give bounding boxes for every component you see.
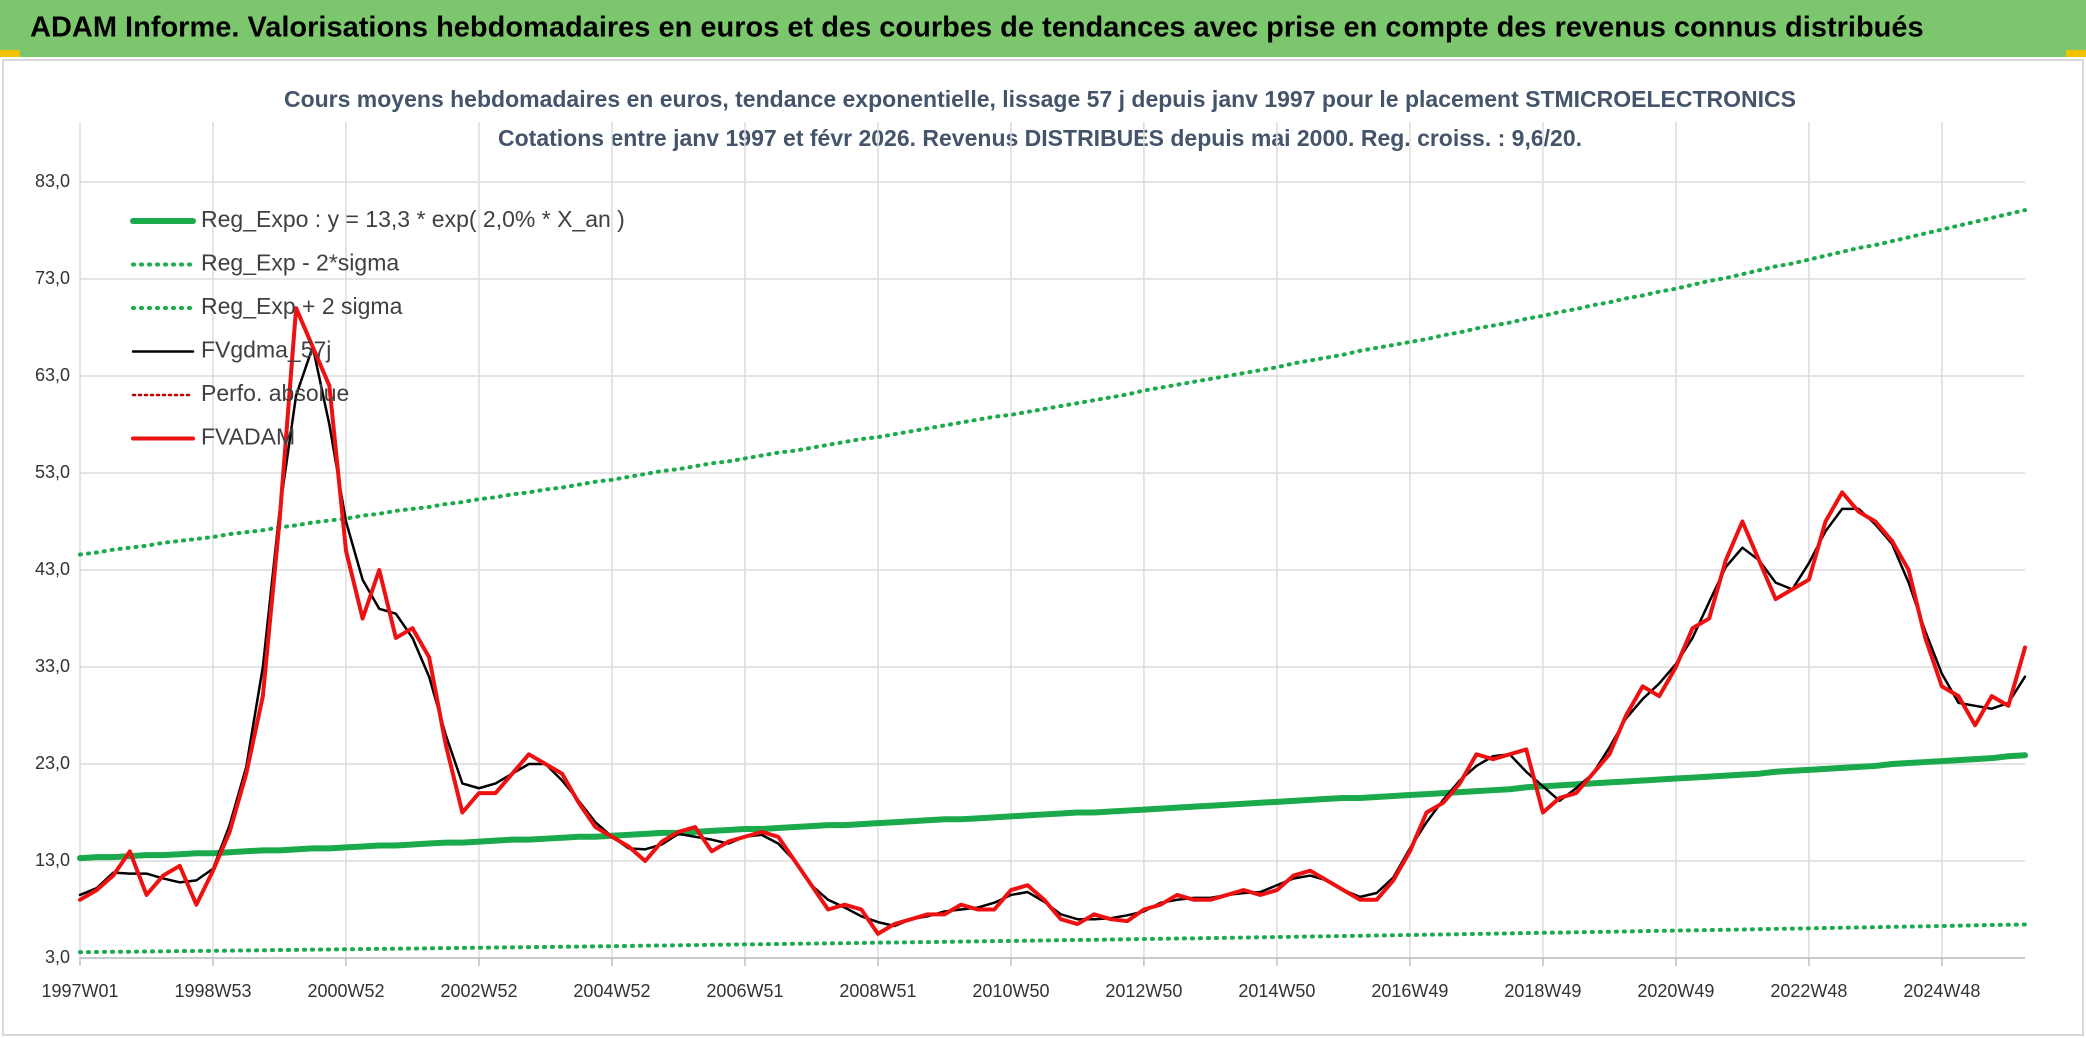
y-tick-label: 63,0 — [35, 365, 70, 385]
y-tick-label: 83,0 — [35, 171, 70, 191]
plot-area — [77, 208, 2028, 955]
y-tick-label: 23,0 — [35, 753, 70, 773]
legend-label: Reg_Exp + 2 sigma — [201, 293, 403, 319]
x-tick-label: 2012W50 — [1105, 981, 1182, 1001]
x-tick-label: 2018W49 — [1504, 981, 1581, 1001]
chart-subtitle: Cotations entre janv 1997 et févr 2026. … — [498, 125, 1582, 151]
x-tick-label: 2000W52 — [307, 981, 384, 1001]
x-tick-label: 2024W48 — [1903, 981, 1980, 1001]
series-line — [77, 752, 2028, 862]
y-tick-label: 13,0 — [35, 850, 70, 870]
x-tick-label: 1998W53 — [174, 981, 251, 1001]
legend-label: FVADAM — [201, 424, 295, 450]
chart-title: ADAM Informe. Valorisations hebdomadaire… — [30, 12, 1924, 44]
y-tick-label: 33,0 — [35, 656, 70, 676]
legend: Reg_Expo : y = 13,3 * exp( 2,0% * X_an )… — [130, 206, 625, 450]
y-tick-label: 73,0 — [35, 268, 70, 288]
x-tick-label: 2014W50 — [1238, 981, 1315, 1001]
y-tick-label: 43,0 — [35, 559, 70, 579]
x-tick-label: 2008W51 — [839, 981, 916, 1001]
x-tick-label: 2020W49 — [1637, 981, 1714, 1001]
x-tick-label: 2022W48 — [1770, 981, 1847, 1001]
series-line — [78, 306, 2027, 936]
x-tick-label: 2016W49 — [1371, 981, 1448, 1001]
corner — [0, 50, 20, 57]
y-tick-label: 3,0 — [45, 947, 70, 967]
legend-label: Perfo. absolue — [201, 380, 349, 406]
legend-label: FVgdma_57j — [201, 337, 331, 363]
x-tick-label: 2002W52 — [440, 981, 517, 1001]
chart-subtitle: Cours moyens hebdomadaires en euros, ten… — [284, 86, 1796, 112]
x-tick-label: 1997W01 — [41, 981, 118, 1001]
y-tick-label: 53,0 — [35, 462, 70, 482]
chart-frame — [2, 59, 2084, 1036]
legend-label: Reg_Expo : y = 13,3 * exp( 2,0% * X_an ) — [201, 206, 625, 232]
x-tick-label: 2004W52 — [573, 981, 650, 1001]
series-line — [78, 208, 2027, 557]
corner — [2066, 50, 2086, 57]
legend-label: Reg_Exp - 2*sigma — [201, 250, 399, 276]
x-tick-label: 2006W51 — [706, 981, 783, 1001]
header-bar — [0, 0, 2086, 57]
grid: 3,0 13,0 23,0 33,0 43,0 53,0 63,0 73,0 83,0 1997W… — [35, 122, 2025, 1001]
x-tick-label: 2010W50 — [972, 981, 1049, 1001]
